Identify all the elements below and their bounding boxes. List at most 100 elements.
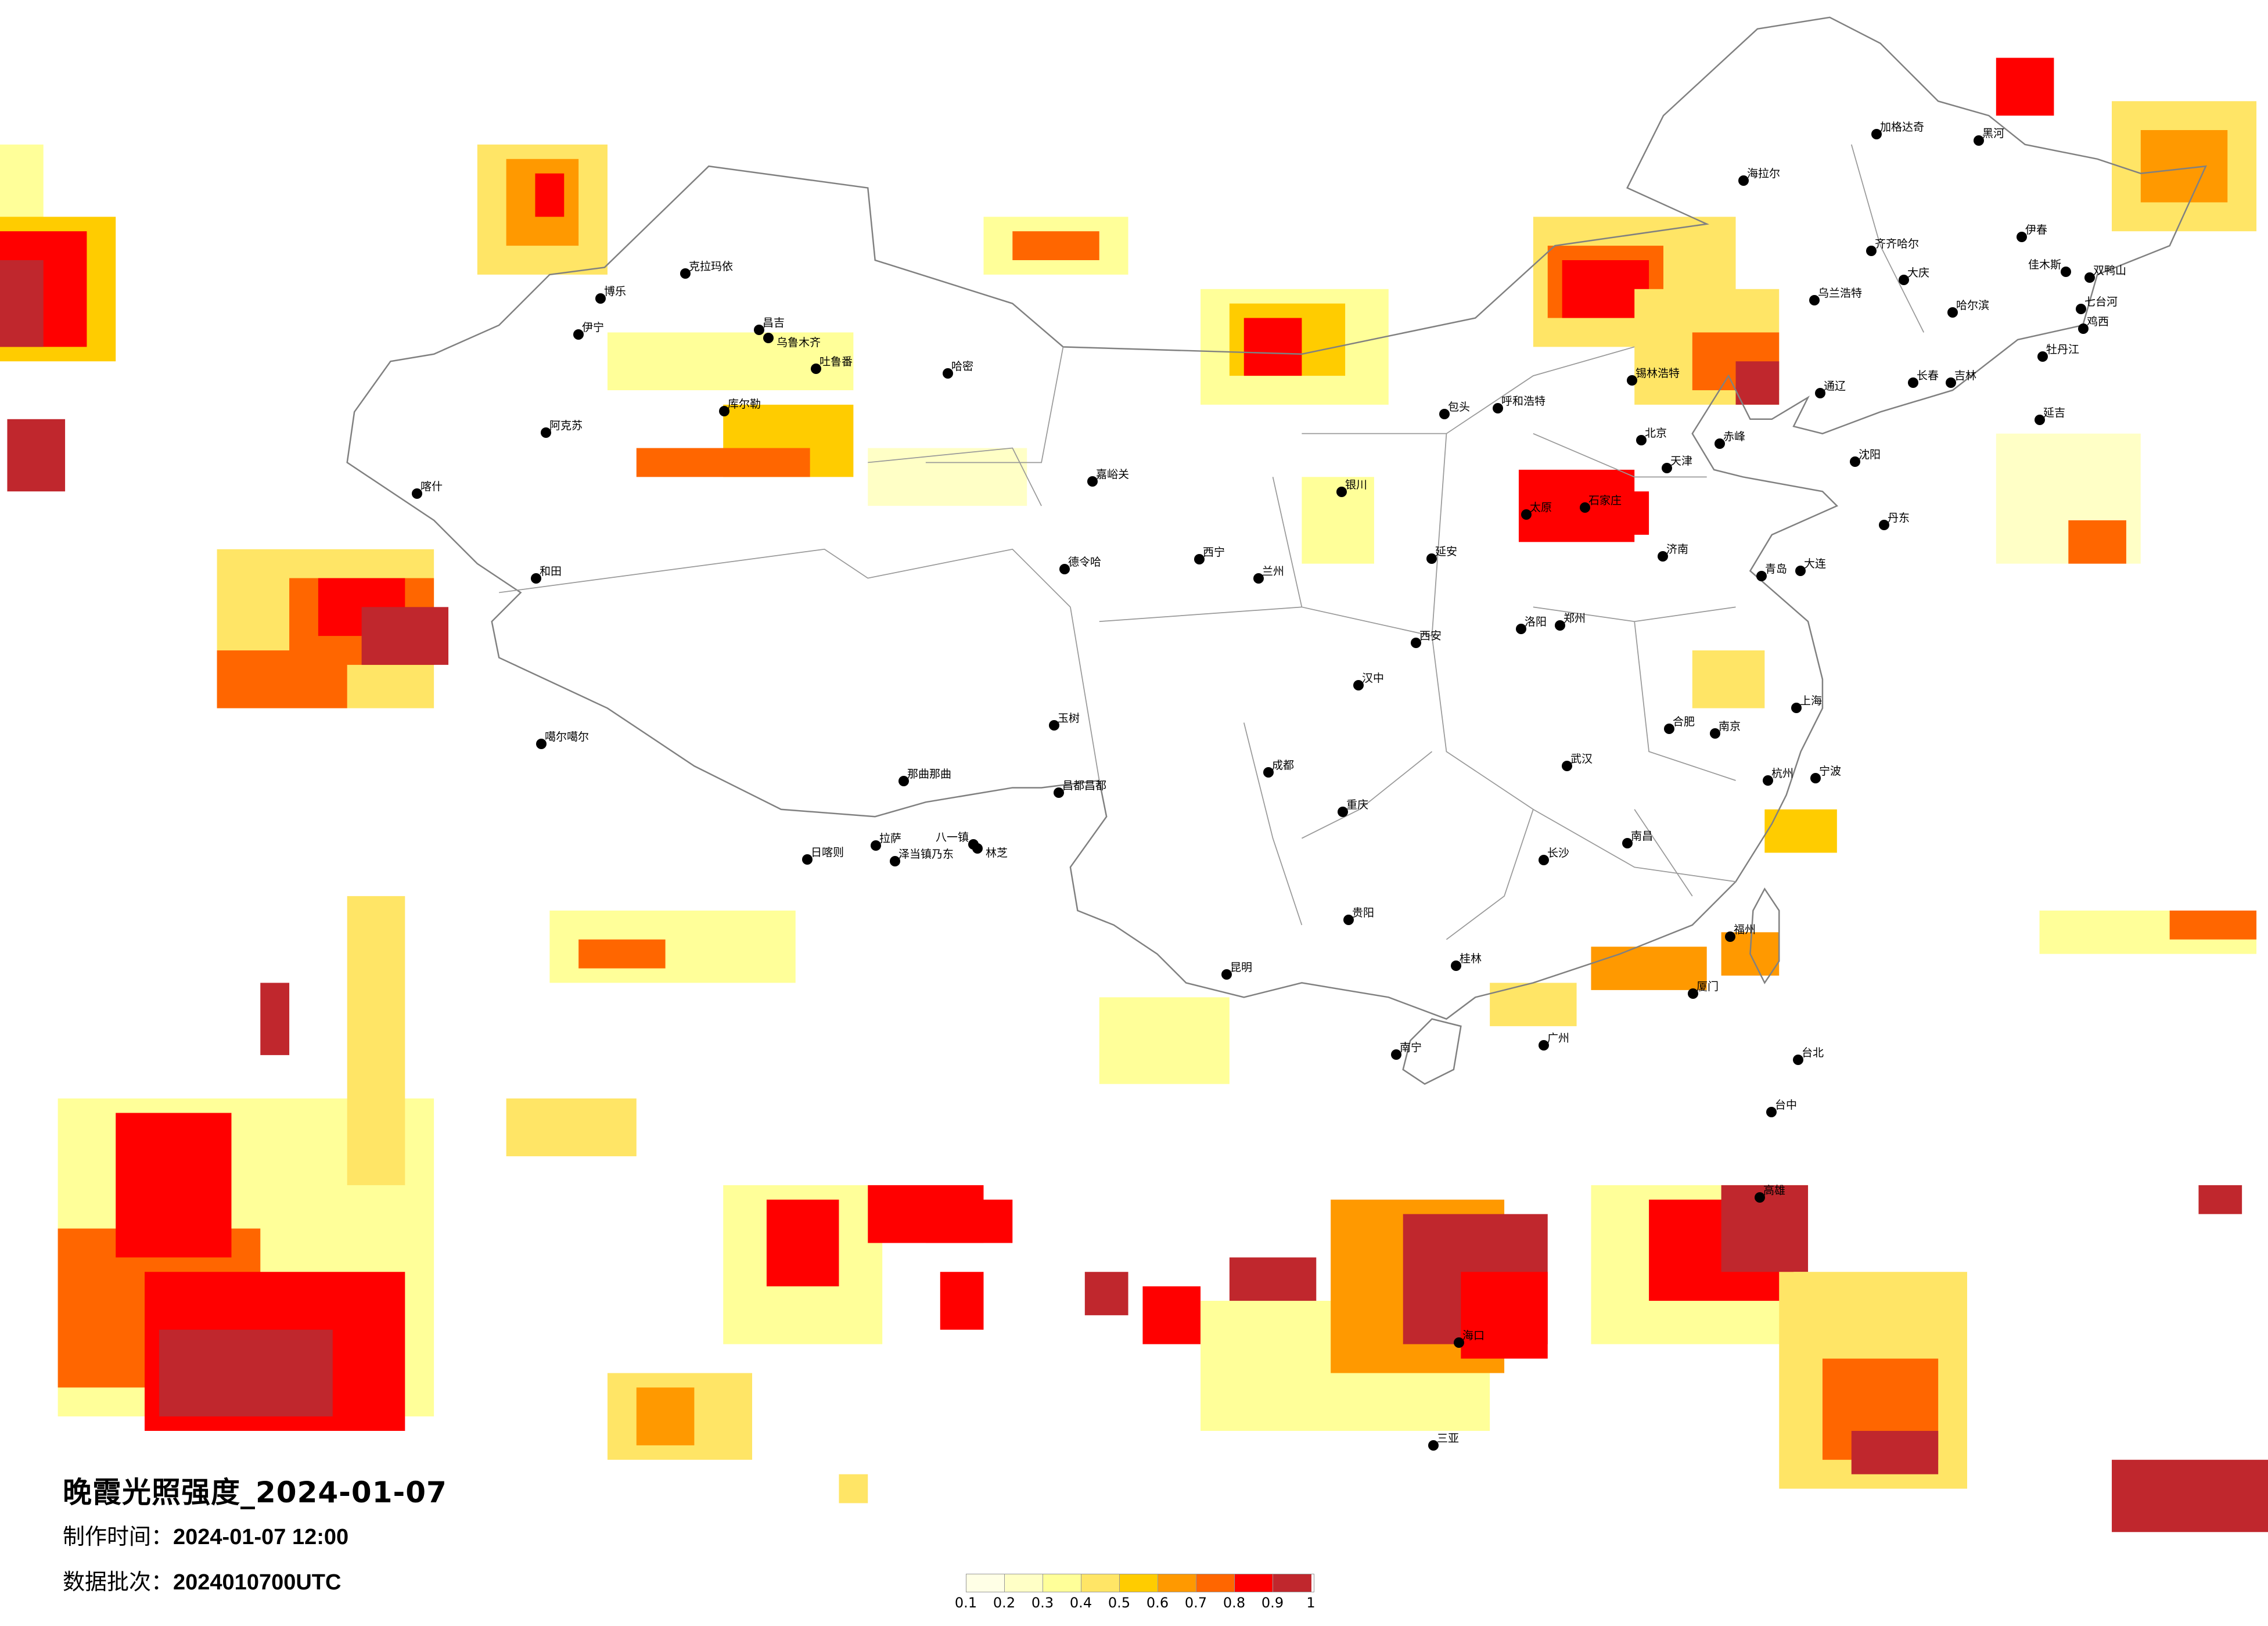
city-label: 太原 — [1530, 501, 1552, 514]
heat-cell-cluster — [940, 1272, 984, 1330]
legend-label: 1 — [1306, 1595, 1315, 1611]
city-label: 昌吉 — [763, 316, 785, 329]
city-label: 三亚 — [1437, 1432, 1459, 1445]
city-label: 重庆 — [1346, 798, 1368, 811]
city-label: 哈密 — [951, 360, 973, 373]
legend-label: 0.6 — [1146, 1595, 1169, 1611]
city-label: 天津 — [1670, 455, 1692, 467]
city-label: 通辽 — [1824, 380, 1846, 393]
city-marker: 郑州 — [1555, 612, 1586, 631]
city-dot — [1451, 961, 1461, 971]
city-marker: 贵阳 — [1343, 906, 1374, 925]
city-label: 赤峰 — [1723, 430, 1745, 443]
city-label: 乌鲁木齐 — [777, 336, 821, 349]
city-marker: 吉林 — [1946, 369, 1976, 388]
city-label: 沈阳 — [1859, 448, 1881, 461]
city-label: 伊春 — [2025, 224, 2047, 236]
city-dot — [1555, 620, 1565, 631]
city-dot — [1054, 787, 1064, 798]
city-dot — [1253, 573, 1264, 584]
city-label: 喀什 — [420, 480, 443, 493]
legend-labels: 0.1 0.2 0.3 0.4 0.5 0.6 0.7 0.8 0.9 1 — [955, 1592, 1315, 1612]
city-dot — [1810, 773, 1821, 783]
city-marker: 八一镇 — [936, 831, 979, 850]
city-dot — [1763, 775, 1773, 786]
city-dot — [1336, 487, 1347, 497]
city-dot — [1521, 509, 1532, 520]
legend-swatch — [1235, 1574, 1273, 1592]
heat-cell-cluster — [1461, 1272, 1548, 1359]
city-marker: 包头 — [1439, 401, 1470, 419]
city-marker: 拉萨 — [871, 832, 901, 851]
legend-color-bar — [966, 1574, 1314, 1592]
city-dot — [1221, 969, 1232, 980]
city-marker: 台北 — [1793, 1046, 1824, 1065]
city-dot — [1755, 1192, 1765, 1203]
city-marker: 乌兰浩特 — [1809, 287, 1862, 305]
heat-cell-cluster — [217, 650, 347, 708]
city-marker: 重庆 — [1338, 798, 1368, 817]
city-dot — [1343, 915, 1354, 925]
city-dot — [802, 854, 813, 865]
city-label: 上海 — [1800, 695, 1822, 707]
city-dot — [1539, 1040, 1549, 1051]
heat-cell-cluster — [636, 448, 810, 477]
city-label: 昆明 — [1230, 961, 1252, 974]
city-dot — [871, 840, 881, 851]
city-label: 台中 — [1775, 1099, 1797, 1111]
city-label: 吉林 — [1954, 369, 1976, 382]
city-marker: 天津 — [1662, 455, 1692, 473]
city-marker: 昌吉 — [754, 316, 785, 335]
city-marker: 西安 — [1411, 629, 1442, 648]
city-label: 合肥 — [1673, 715, 1695, 728]
city-marker: 延安 — [1426, 545, 1457, 564]
city-dot — [811, 364, 821, 374]
city-label: 丹东 — [1888, 512, 1910, 524]
legend-swatch — [1196, 1574, 1235, 1592]
city-marker: 那曲那曲 — [898, 768, 951, 786]
heat-cell-cluster — [1721, 1185, 1809, 1272]
city-marker: 黑河 — [1974, 127, 2004, 146]
city-marker: 长春 — [1908, 369, 1939, 388]
city-marker: 海口 — [1454, 1329, 1485, 1348]
heat-cell-cluster — [1099, 997, 1230, 1084]
city-marker: 双鸭山 — [2084, 264, 2126, 283]
city-marker: 洛阳 — [1516, 616, 1547, 634]
city-label: 宁波 — [1819, 765, 1841, 778]
city-marker: 锡林浩特 — [1627, 367, 1680, 386]
legend-label: 0.5 — [1108, 1595, 1131, 1611]
legend-swatch — [1081, 1574, 1120, 1592]
city-dot — [890, 856, 900, 866]
mainland-outline — [346, 16, 2207, 1020]
city-marker: 阿克苏 — [541, 419, 583, 438]
city-marker: 伊春 — [2017, 224, 2047, 242]
city-marker: 伊宁 — [573, 321, 604, 340]
city-dot — [1879, 520, 1889, 530]
city-label: 吐鲁番 — [820, 355, 853, 368]
map-title: 晚霞光照强度_2024-01-07 — [63, 1476, 447, 1509]
heat-cell-cluster — [1591, 947, 1707, 990]
city-marker: 宁波 — [1810, 765, 1841, 783]
heat-cell-cluster — [1243, 318, 1302, 376]
city-marker: 和田 — [531, 565, 562, 584]
city-dot — [1899, 275, 1909, 285]
city-label: 嘉峪关 — [1096, 468, 1129, 481]
city-label: 厦门 — [1696, 980, 1719, 993]
city-label: 银川 — [1345, 479, 1367, 491]
city-dot — [1428, 1440, 1439, 1451]
city-dot — [2037, 351, 2048, 362]
city-label: 海拉尔 — [1747, 167, 1780, 180]
city-dot — [2084, 272, 2095, 283]
production-time: 制作时间：2024-01-07 12:00 — [63, 1519, 348, 1551]
city-dot — [1516, 624, 1526, 634]
city-dot — [1664, 724, 1674, 734]
city-label: 延吉 — [2043, 406, 2065, 419]
legend-swatch — [1158, 1574, 1196, 1592]
city-dot — [573, 329, 584, 340]
city-label: 石家庄 — [1588, 494, 1622, 507]
heat-cell-cluster — [116, 1113, 232, 1258]
city-label: 克拉玛依 — [689, 260, 733, 273]
city-marker: 齐齐哈尔 — [1866, 238, 1919, 256]
legend-label: 0.9 — [1261, 1595, 1284, 1611]
